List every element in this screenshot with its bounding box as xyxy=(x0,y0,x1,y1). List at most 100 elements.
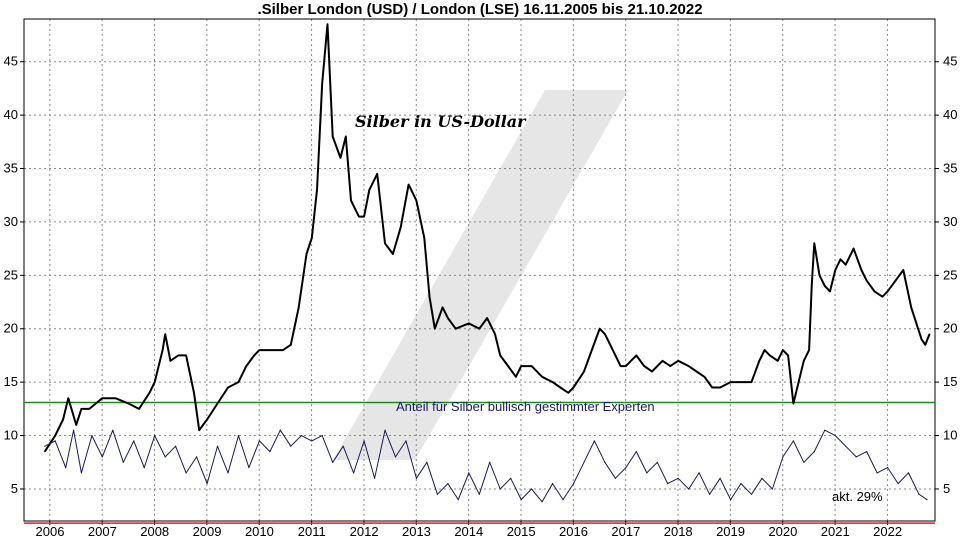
price-line-point xyxy=(468,322,470,324)
price-line-point xyxy=(902,269,904,271)
sentiment-line-point xyxy=(656,461,658,463)
price-line-point xyxy=(612,349,614,351)
sentiment-line-point xyxy=(761,477,763,479)
sentiment-line-point xyxy=(552,483,554,485)
price-line-point xyxy=(559,386,562,389)
sentiment-line-point xyxy=(154,435,156,437)
price-line-point xyxy=(818,274,821,276)
sentiment-line-point xyxy=(321,435,323,437)
sentiment-line-point xyxy=(719,477,721,479)
price-line-point xyxy=(101,397,103,399)
price-line-point xyxy=(494,333,496,335)
sentiment-line-point xyxy=(237,435,240,437)
price-line-point xyxy=(845,264,847,266)
price-line-point xyxy=(928,333,931,335)
price-line-point xyxy=(316,189,318,191)
price-line-point xyxy=(282,349,284,351)
y-tick-label-right: 10 xyxy=(943,428,957,443)
x-tick-label: 2015 xyxy=(507,524,536,539)
sentiment-line-point xyxy=(499,488,501,490)
y-tick-label-left: 45 xyxy=(4,54,18,69)
y-tick-label-right: 40 xyxy=(943,107,957,122)
price-line-point xyxy=(350,200,352,202)
price-line-point xyxy=(237,381,240,383)
chart-title: .Silber London (USD) / London (LSE) 16.1… xyxy=(257,1,702,18)
price-line-point xyxy=(400,226,402,228)
price-line-point xyxy=(583,370,585,373)
price-line-point xyxy=(515,376,517,378)
price-line-point xyxy=(415,200,417,202)
sentiment-line-point xyxy=(562,499,564,501)
sentiment-line-point xyxy=(489,461,491,463)
sentiment-line-point xyxy=(730,499,732,501)
sentiment-line-point xyxy=(65,467,67,469)
price-line-point xyxy=(478,328,480,330)
price-line-point xyxy=(719,386,721,389)
price-line-point xyxy=(625,365,627,367)
x-tick-label: 2022 xyxy=(873,524,902,539)
sentiment-line-point xyxy=(384,429,386,431)
sentiment-line-point xyxy=(227,472,229,474)
price-line-point xyxy=(839,258,842,260)
price-line-point xyxy=(44,451,46,453)
price-line-point xyxy=(813,242,815,244)
price-line-point xyxy=(428,296,431,298)
y-tick-label-right: 5 xyxy=(943,481,950,496)
x-tick-label: 2018 xyxy=(664,524,693,539)
sentiment-line-point xyxy=(750,493,753,495)
price-line-point xyxy=(169,360,171,362)
sentiment-line-point xyxy=(374,477,376,479)
price-line-point xyxy=(910,306,912,308)
sentiment-line-point xyxy=(740,483,742,485)
price-line-point xyxy=(695,370,698,373)
price-line-point xyxy=(711,386,713,389)
price-line-point xyxy=(798,381,800,383)
price-line-point xyxy=(635,354,637,356)
sentiment-line-point xyxy=(332,461,334,463)
price-line-point xyxy=(368,189,370,191)
price-line-point xyxy=(730,381,732,383)
price-line-point xyxy=(703,376,706,378)
sentiment-line-point xyxy=(258,440,260,442)
price-line-point xyxy=(216,402,219,405)
sentiment-line-point xyxy=(133,440,135,442)
sentiment-line-point xyxy=(457,499,459,501)
x-tick-label: 2021 xyxy=(821,524,850,539)
price-line-point xyxy=(531,365,533,367)
y-tick-label-left: 10 xyxy=(4,428,18,443)
sentiment-line-point xyxy=(541,501,543,503)
sentiment-line-point xyxy=(73,429,75,431)
sentiment-line-point xyxy=(887,467,889,469)
sentiment-line xyxy=(44,429,928,503)
sentiment-line-point xyxy=(824,429,826,431)
y-tick-label-right: 25 xyxy=(943,267,957,282)
y-tick-label-left: 30 xyxy=(4,214,18,229)
price-line-point xyxy=(298,306,300,308)
x-tick-label: 2019 xyxy=(716,524,745,539)
y-tick-label-right: 45 xyxy=(943,54,957,69)
sentiment-line-point xyxy=(510,477,512,479)
price-line-point xyxy=(258,349,260,351)
price-line-point xyxy=(541,376,543,378)
price-line-point xyxy=(591,349,593,351)
price-line-point xyxy=(62,418,64,421)
current-value-annotation: akt. 29% xyxy=(832,489,883,504)
sentiment-line-point xyxy=(855,456,857,458)
y-axis-left: 5 10 15 20 25 30 35 40 45 xyxy=(4,54,24,496)
price-line-point xyxy=(808,349,810,351)
sentiment-line-point xyxy=(782,456,784,458)
price-line-point xyxy=(782,349,784,351)
y-tick-label-right: 30 xyxy=(943,214,957,229)
sentiment-line-point xyxy=(667,483,669,485)
sentiment-line-point xyxy=(926,499,928,501)
sentiment-line-point xyxy=(269,451,271,453)
price-line-point xyxy=(661,360,664,362)
sentiment-line-point xyxy=(583,461,585,463)
price-line-point xyxy=(455,328,457,330)
sentiment-line-point xyxy=(394,456,397,458)
price-line-point xyxy=(164,333,166,335)
price-line-point xyxy=(363,216,365,218)
price-line-point xyxy=(227,386,229,389)
sentiment-line-point xyxy=(813,451,815,453)
